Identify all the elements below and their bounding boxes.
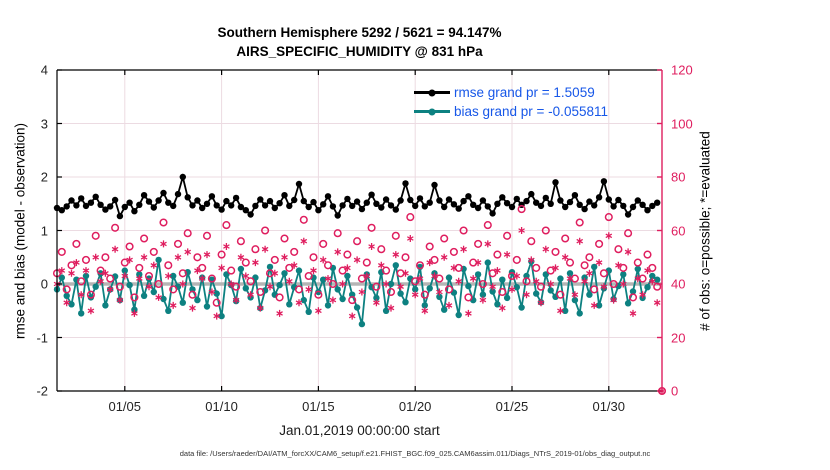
chart-title-line2: AIRS_SPECIFIC_HUMIDITY @ 831 hPa (236, 44, 483, 59)
left-y-tick-label: 0 (40, 276, 48, 292)
right-y-tick-label: 0 (671, 383, 679, 399)
x-tick-label: 01/15 (302, 399, 335, 414)
bias-marker-icon (428, 108, 436, 115)
axes (56, 69, 663, 392)
left-y-tick-label: -2 (36, 383, 48, 399)
chart-title-line1: Southern Hemisphere 5292 / 5621 = 94.147… (217, 25, 502, 40)
right-y-tick-label: 40 (671, 276, 686, 292)
right-y-tick-label: 120 (671, 62, 693, 78)
bias-line-swatch-icon (414, 108, 450, 115)
possible-series (52, 205, 667, 396)
left-y-tick-label: 3 (40, 116, 48, 131)
legend: rmse grand pr = 1.5059 bias grand pr = -0… (414, 83, 608, 121)
legend-label-bias: bias grand pr = -0.055811 (454, 104, 608, 119)
right-y-tick-label: 100 (671, 116, 693, 131)
x-tick-label: 01/10 (205, 399, 238, 414)
rmse-line-swatch-icon (414, 89, 450, 96)
left-y-axis-label: rmse and bias (model - observation) (12, 122, 28, 340)
rmse-marker-icon (428, 89, 436, 96)
rmse-series (53, 173, 661, 220)
grid (57, 70, 662, 391)
x-tick-label: 01/05 (108, 399, 142, 414)
left-y-tick-label: 1 (40, 223, 48, 238)
x-tick-label: 01/20 (398, 399, 432, 414)
left-y-tick-label: -1 (36, 330, 48, 345)
bias-series (53, 256, 661, 328)
right-y-axis-label: # of obs: o=possible; *=evaluated (697, 131, 713, 331)
right-y-tick-label: 80 (671, 169, 686, 185)
left-y-tick-label: 4 (40, 62, 48, 78)
right-y-tick-label: 20 (671, 330, 686, 345)
legend-item-rmse: rmse grand pr = 1.5059 (414, 83, 608, 102)
evaluated-series (53, 227, 666, 395)
legend-item-bias: bias grand pr = -0.055811 (414, 102, 608, 121)
data-file-footer: data file: /Users/raeder/DAI/ATM_forcXX/… (179, 449, 651, 458)
right-y-tick-label: 60 (671, 223, 686, 238)
x-axis-label: Jan.01,2019 00:00:00 start (279, 423, 440, 438)
x-tick-label: 01/25 (495, 399, 529, 414)
legend-label-rmse: rmse grand pr = 1.5059 (454, 85, 595, 100)
left-y-tick-label: 2 (40, 169, 48, 185)
x-tick-label: 01/30 (592, 399, 626, 414)
